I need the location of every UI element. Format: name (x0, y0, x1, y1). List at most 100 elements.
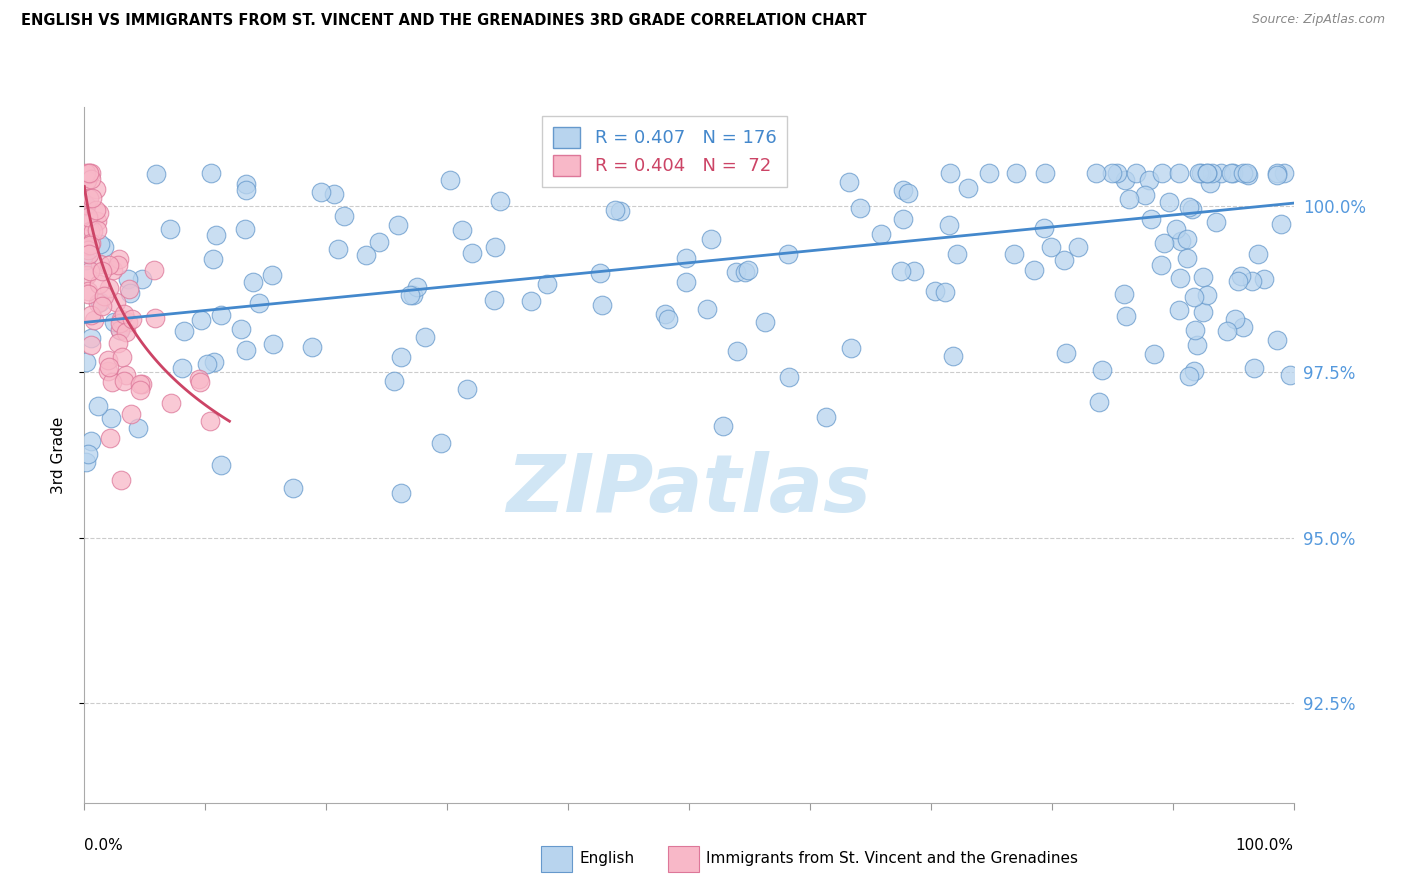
Point (482, 293, 505, 307)
Point (76, 173, 98, 187)
Point (77, 247, 100, 261)
Point (778, 370, 800, 384)
Point (242, 276, 264, 290)
Point (84, 181, 107, 195)
Point (80, 308, 103, 322)
Point (79, 338, 101, 352)
Point (1039, 240, 1062, 254)
Point (456, 382, 478, 396)
Point (262, 336, 284, 351)
Point (91, 299, 114, 313)
Point (107, 258, 129, 272)
Point (231, 322, 253, 336)
Point (117, 315, 139, 329)
Point (107, 335, 129, 350)
Point (1067, 239, 1090, 253)
Point (924, 284, 946, 298)
Point (354, 248, 377, 262)
Point (97, 364, 120, 378)
Point (891, 183, 914, 197)
Point (536, 277, 558, 292)
Point (333, 209, 356, 223)
Point (1192, 269, 1215, 284)
Point (977, 166, 1000, 180)
Point (195, 357, 218, 371)
Point (1216, 324, 1239, 338)
Point (77, 166, 100, 180)
Point (79, 264, 101, 278)
Point (870, 227, 893, 242)
Point (1084, 166, 1107, 180)
Point (101, 263, 124, 277)
Text: Immigrants from St. Vincent and the Grenadines: Immigrants from St. Vincent and the Gren… (706, 852, 1078, 866)
Point (98, 258, 121, 272)
Point (1237, 169, 1260, 183)
Point (260, 268, 283, 282)
Point (754, 315, 776, 329)
Point (87, 296, 110, 310)
Point (588, 266, 610, 280)
Point (89, 257, 111, 271)
Point (1090, 363, 1112, 377)
Point (188, 376, 211, 390)
Point (1265, 168, 1288, 182)
Point (1184, 323, 1206, 337)
Point (80, 434, 103, 448)
Point (1188, 166, 1211, 180)
Point (77, 237, 100, 252)
Text: English: English (579, 852, 634, 866)
Point (209, 458, 232, 472)
Point (75, 238, 97, 252)
Point (1270, 218, 1292, 232)
Point (75, 166, 97, 180)
Point (839, 341, 862, 355)
Point (519, 294, 541, 309)
Point (76, 244, 98, 258)
Point (77, 191, 100, 205)
Point (190, 313, 212, 327)
Point (86, 202, 108, 217)
Point (1198, 176, 1220, 190)
Point (205, 227, 228, 242)
Point (1201, 166, 1223, 180)
Point (814, 410, 837, 425)
Point (76, 268, 98, 282)
Point (77, 284, 100, 298)
Point (484, 240, 506, 254)
Point (235, 183, 257, 197)
Point (439, 173, 461, 187)
Point (1175, 251, 1198, 265)
Point (115, 325, 138, 339)
Point (1125, 166, 1147, 180)
Point (110, 311, 132, 326)
Point (170, 361, 193, 376)
Point (93, 289, 115, 303)
Point (1236, 166, 1258, 180)
Legend: R = 0.407   N = 176, R = 0.404   N =  72: R = 0.407 N = 176, R = 0.404 N = 72 (543, 116, 787, 186)
Point (1230, 269, 1253, 284)
Point (1227, 274, 1250, 288)
Point (654, 307, 676, 321)
Point (75, 253, 97, 268)
Point (1247, 247, 1270, 261)
Point (108, 323, 131, 337)
Point (1143, 347, 1166, 361)
Point (209, 308, 232, 322)
Point (1105, 166, 1128, 180)
Text: ZIPatlas: ZIPatlas (506, 450, 872, 529)
Point (1205, 215, 1227, 229)
Point (86, 223, 108, 237)
Point (849, 201, 872, 215)
Point (1197, 288, 1219, 302)
Point (115, 368, 138, 383)
Point (565, 169, 588, 184)
Point (1191, 305, 1213, 319)
Point (98, 281, 121, 295)
Point (79, 331, 101, 345)
Point (200, 166, 222, 180)
Point (202, 252, 225, 266)
Point (117, 272, 139, 286)
Point (711, 419, 734, 434)
Point (80, 166, 103, 180)
Point (838, 175, 860, 189)
